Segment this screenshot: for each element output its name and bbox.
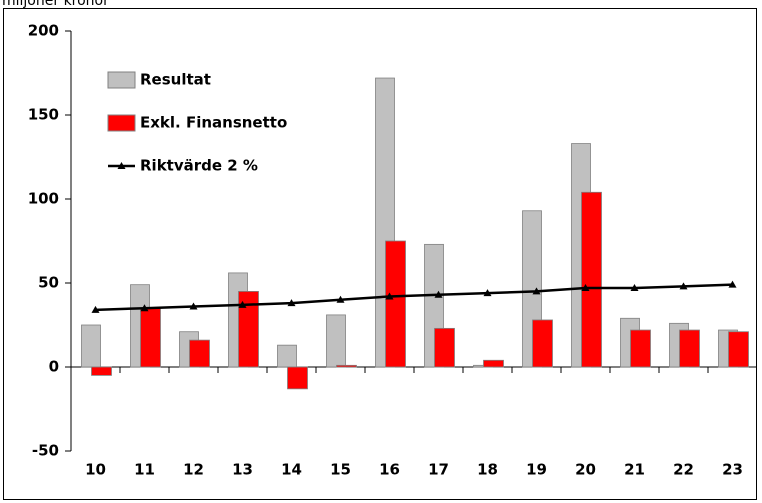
- line-marker: [434, 290, 443, 298]
- bar: [91, 366, 112, 376]
- x-tick-label: 12: [183, 461, 204, 479]
- legend-swatch: [107, 114, 136, 132]
- bar: [532, 319, 553, 368]
- x-tick-label: 19: [526, 461, 547, 479]
- bar: [728, 331, 749, 368]
- line: [95, 283, 733, 312]
- legend-marker: [117, 162, 126, 169]
- y-tick-label: -50: [32, 442, 59, 460]
- legend-label: Exkl. Finansnetto: [140, 114, 287, 132]
- x-tick-label: 11: [134, 461, 155, 479]
- bar: [287, 366, 308, 390]
- x-tick-label: 16: [379, 461, 400, 479]
- y-tick-label: 0: [49, 358, 59, 376]
- legend-swatch: [107, 71, 136, 89]
- x-tick-label: 15: [330, 461, 351, 479]
- line-marker: [140, 304, 149, 312]
- x-tick-label: 10: [85, 461, 106, 479]
- legend-label: Resultat: [140, 71, 211, 89]
- line-marker: [581, 284, 590, 292]
- bar: [189, 339, 210, 368]
- x-tick-label: 21: [624, 461, 645, 479]
- bar: [81, 324, 101, 368]
- bar: [385, 240, 406, 368]
- x-tick-label: 14: [281, 461, 302, 479]
- line-marker: [483, 289, 492, 297]
- line-marker: [287, 299, 296, 307]
- bar: [679, 329, 700, 368]
- line-marker: [238, 300, 247, 308]
- line-marker: [385, 292, 394, 300]
- y-tick-label: 150: [28, 106, 59, 124]
- bar: [434, 327, 455, 368]
- bar: [238, 290, 259, 368]
- chart-title: miljoner kronor: [2, 0, 109, 9]
- x-tick-label: 17: [428, 461, 449, 479]
- legend-label: Riktvärde 2 %: [140, 157, 258, 175]
- line-marker: [532, 287, 541, 295]
- bar: [581, 191, 602, 368]
- bar: [336, 364, 357, 368]
- bar: [630, 329, 651, 368]
- bar: [483, 359, 504, 368]
- line-marker: [679, 282, 688, 290]
- line-marker: [189, 302, 198, 310]
- line-marker: [336, 295, 345, 303]
- x-tick-label: 23: [722, 461, 743, 479]
- x-tick-label: 20: [575, 461, 596, 479]
- line-marker: [728, 280, 737, 288]
- x-tick-label: 13: [232, 461, 253, 479]
- y-tick-label: 200: [28, 22, 59, 40]
- line-marker: [630, 284, 639, 292]
- bar: [277, 344, 297, 368]
- bar: [140, 307, 161, 368]
- y-tick-label: 50: [38, 274, 59, 292]
- x-tick-label: 22: [673, 461, 694, 479]
- y-tick-label: 100: [28, 190, 59, 208]
- line-marker: [91, 305, 100, 313]
- x-tick-label: 18: [477, 461, 498, 479]
- bar: [326, 314, 346, 368]
